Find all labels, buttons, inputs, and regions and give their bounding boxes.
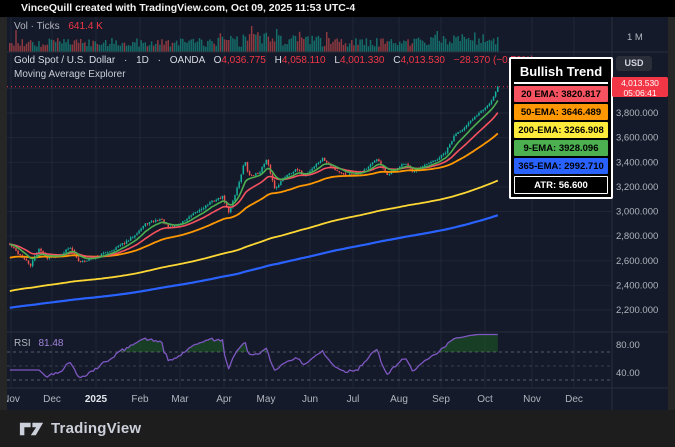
exchange-label: OANDA — [169, 55, 205, 66]
attribution-bar: VinceQuill created with TradingView.com,… — [0, 0, 675, 17]
open-label: O — [213, 55, 222, 66]
time-axis-label[interactable]: Nov — [2, 394, 20, 405]
open-value: 4,036.775 — [221, 55, 266, 66]
ema-200-line — [9, 179, 499, 292]
time-axis-label[interactable]: Jul — [347, 394, 360, 405]
price-axis-label[interactable]: 3,000.000 — [616, 207, 658, 218]
time-axis-label[interactable]: Dec — [43, 394, 61, 405]
time-axis-label[interactable]: Apr — [216, 394, 232, 405]
rsi-value: 81.48 — [38, 338, 64, 349]
price-axis-label[interactable]: 3,200.000 — [616, 182, 658, 193]
legend-ema-9: 9-EMA: 3928.096 — [514, 140, 608, 156]
legend-ema-200: 200-EMA: 3266.908 — [514, 122, 608, 138]
ema-lines — [9, 99, 499, 309]
rsi-indicator-title[interactable]: RSI — [14, 338, 31, 349]
currency-axis-button[interactable]: USD — [616, 56, 652, 71]
attribution-text: VinceQuill created with TradingView.com,… — [21, 2, 356, 14]
price-axis-label[interactable]: 3,600.000 — [616, 133, 658, 144]
volume-indicator-legend[interactable]: Vol · Ticks 641.4 K — [14, 21, 103, 32]
time-axis-label[interactable]: Nov — [523, 394, 541, 405]
title-separator: · — [123, 55, 128, 66]
low-label: L — [334, 55, 340, 66]
low-value: 4,001.330 — [339, 55, 385, 66]
indicator-title-ma-explorer[interactable]: Moving Average Explorer — [14, 69, 126, 80]
high-label: H — [274, 55, 282, 66]
ema-365-line — [9, 214, 499, 309]
tradingview-logo-icon[interactable] — [19, 421, 44, 437]
symbol-ohlc-line: Gold Spot / U.S. Dollar · 1D · OANDA O4,… — [14, 55, 534, 66]
title-separator: · — [157, 55, 161, 66]
legend-ema-50: 50-EMA: 3646.489 — [514, 104, 608, 120]
price-axis-label[interactable]: 2,200.000 — [616, 305, 658, 316]
volume-bars — [9, 26, 499, 52]
symbol-title[interactable]: Gold Spot / U.S. Dollar — [14, 55, 116, 66]
last-price-value: 4,013.530 — [621, 78, 659, 88]
close-value: 4,013.530 — [400, 55, 445, 66]
price-axis-label[interactable]: 2,800.000 — [616, 231, 658, 242]
volume-indicator-title[interactable]: Vol · Ticks — [14, 21, 60, 32]
ma-legend-box: Bullish Trend 20 EMA: 3820.817 50-EMA: 3… — [509, 57, 613, 199]
time-axis-label[interactable]: May — [257, 394, 276, 405]
rsi-overbought-fill — [118, 334, 498, 352]
rsi-line — [9, 333, 498, 379]
time-axis-label[interactable]: Oct — [477, 394, 493, 405]
price-axis-label[interactable]: 3,800.000 — [616, 108, 658, 119]
price-axis-label[interactable]: 3,400.000 — [616, 157, 658, 168]
legend-ema-20: 20 EMA: 3820.817 — [514, 86, 608, 102]
legend-ema-365: 365-EMA: 2992.710 — [514, 158, 608, 174]
last-price-badge: 4,013.530 05:06:41 — [612, 77, 668, 98]
time-axis-label[interactable]: Dec — [565, 394, 583, 405]
time-axis-label[interactable]: Mar — [171, 394, 189, 405]
rsi-indicator-legend[interactable]: RSI 81.48 — [14, 338, 63, 349]
time-axis-label[interactable]: Sep — [432, 394, 450, 405]
price-axis-label[interactable]: 2,400.000 — [616, 280, 658, 291]
rsi-axis-label[interactable]: 40.00 — [616, 368, 640, 379]
footer-bar: TradingView — [0, 410, 675, 447]
volume-axis-label[interactable]: 1 M — [627, 32, 643, 43]
ema-9-line — [9, 99, 499, 260]
tradingview-wordmark[interactable]: TradingView — [51, 420, 142, 437]
rsi-axis-label[interactable]: 80.00 — [616, 340, 640, 351]
high-value: 4,058.110 — [281, 55, 326, 66]
volume-value: 641.4 K — [68, 21, 103, 32]
legend-atr: ATR: 56.600 — [514, 176, 608, 194]
change-value: −28.370 (−0.70%) — [453, 55, 534, 66]
trend-status-label: Bullish Trend — [514, 62, 608, 84]
close-label: C — [393, 55, 401, 66]
price-axis-label[interactable]: 2,600.000 — [616, 256, 658, 267]
interval-label[interactable]: 1D — [136, 55, 149, 66]
time-axis-label[interactable]: 2025 — [85, 394, 108, 405]
time-axis-label[interactable]: Aug — [390, 394, 408, 405]
bar-countdown: 05:06:41 — [623, 88, 657, 98]
time-axis-label[interactable]: Jun — [302, 394, 318, 405]
time-axis-label[interactable]: Feb — [131, 394, 149, 405]
